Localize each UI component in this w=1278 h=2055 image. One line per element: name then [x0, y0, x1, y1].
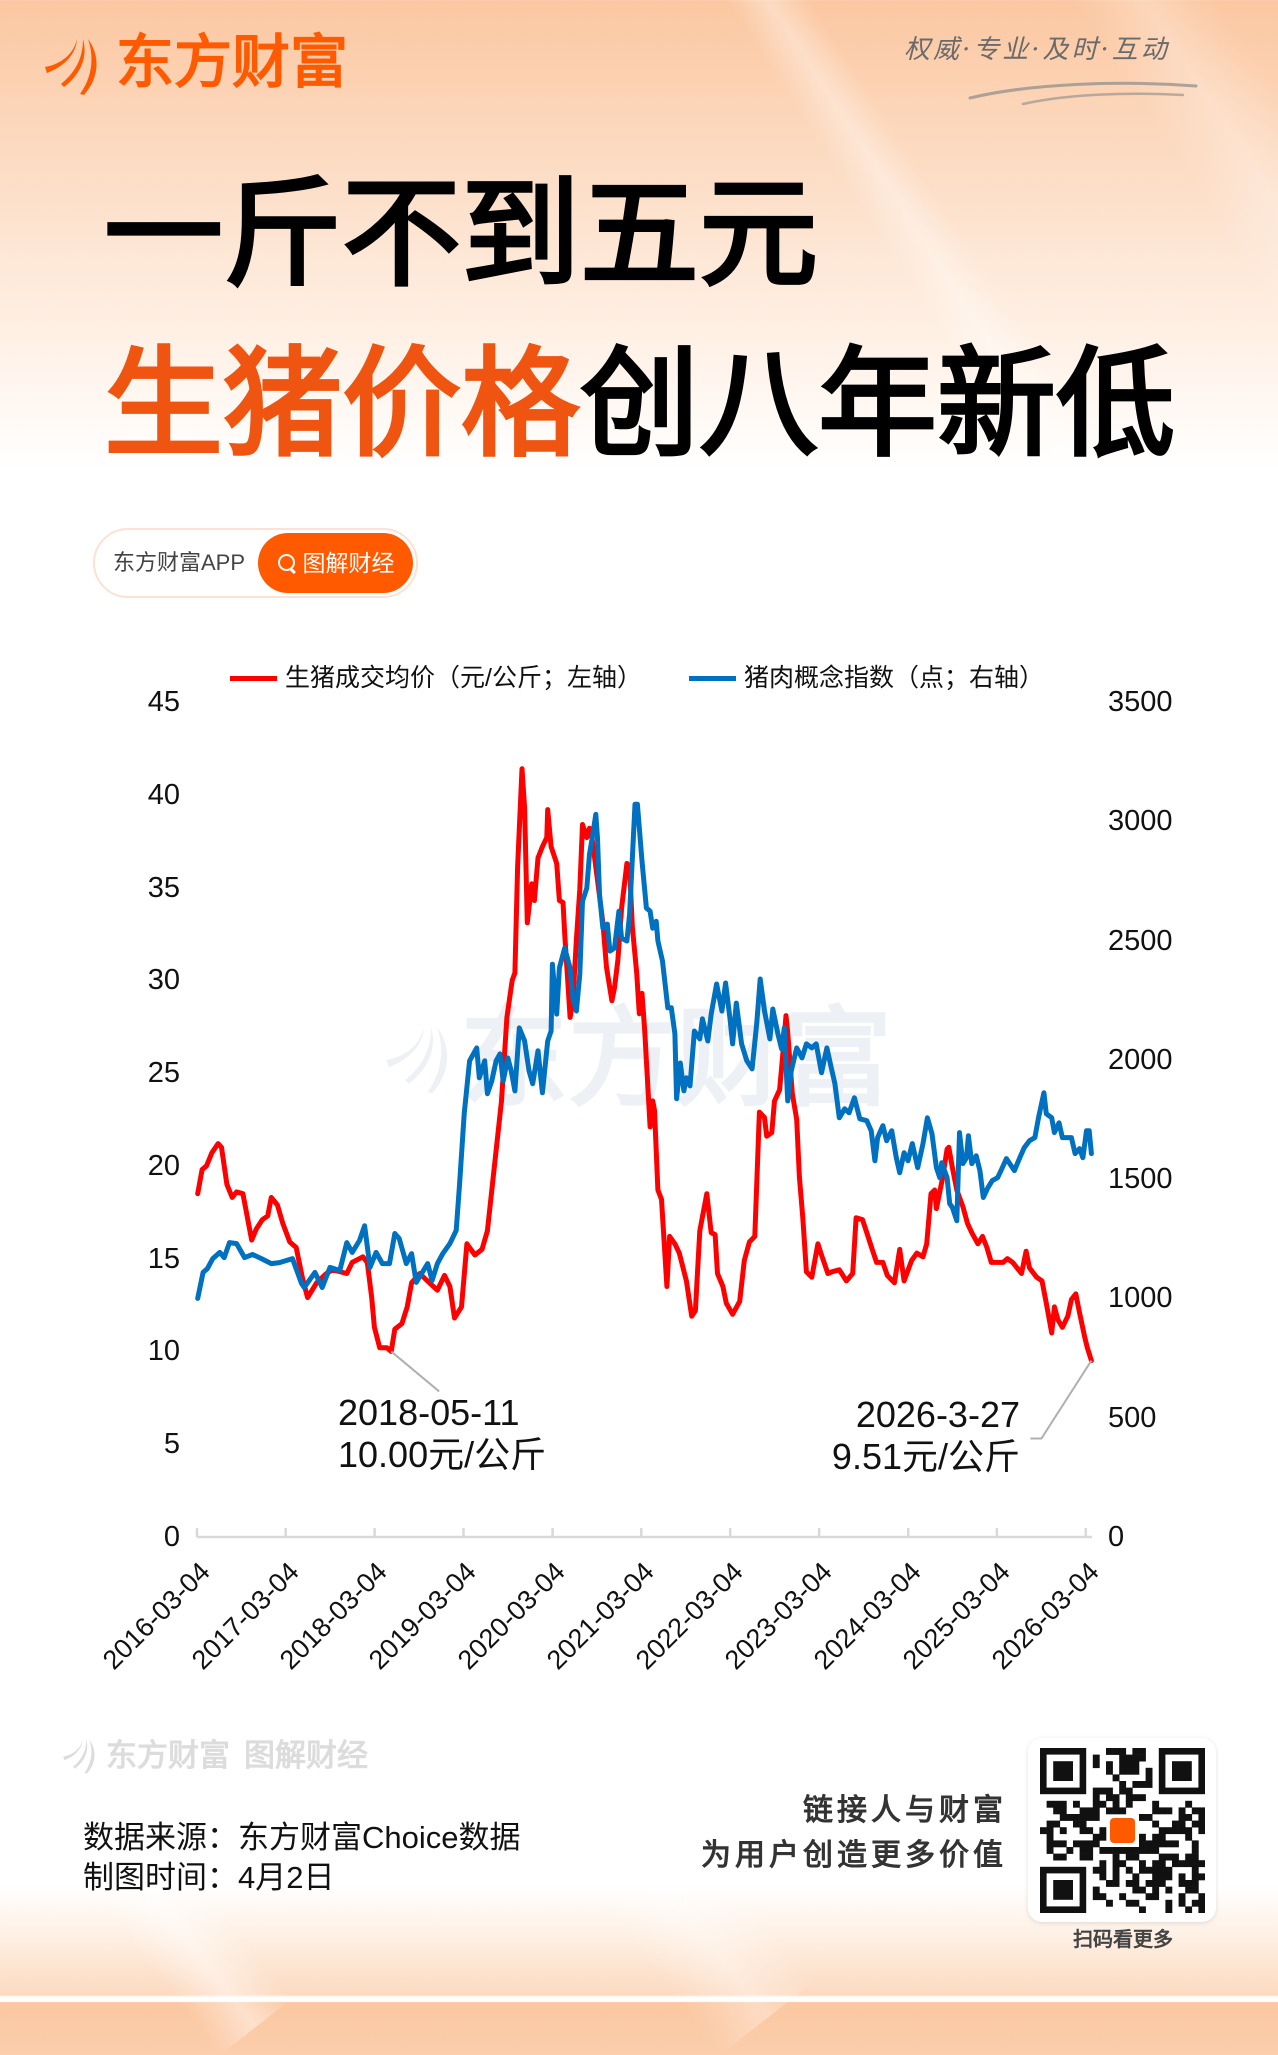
swoosh-decoration: [968, 81, 1198, 106]
footer-watermark: 东方财富 图解财经: [62, 1736, 368, 1776]
tagline-line-1: 链接人与财富: [803, 1794, 1007, 1827]
legend-label: 生猪成交均价（元/公斤；左轴）: [285, 664, 642, 692]
brand-name: 东方财富: [116, 30, 349, 95]
y-left-tick-label: 25: [147, 1057, 180, 1090]
source-block: 数据来源：东方财富Choice数据 制图时间：4月2日: [83, 1818, 521, 1898]
y-right-tick-label: 1000: [1108, 1282, 1173, 1315]
chart-watermark: 东方财富: [384, 1004, 892, 1114]
brand-logo-icon: [45, 39, 97, 95]
tagline-line-2: 为用户创造更多价值: [701, 1839, 1007, 1872]
title-highlight: 生猪价格: [104, 336, 580, 474]
y-right-tick-label: 0: [1108, 1521, 1125, 1553]
brand-slogan: 权威·专业·及时·互动: [904, 35, 1170, 65]
title-rest: 创八年新低: [580, 336, 1175, 474]
legend-item-pork-index: 猪肉概念指数（点；右轴）: [688, 660, 1044, 696]
search-pill[interactable]: 东方财富APP 图解财经: [93, 528, 418, 598]
y-left-tick-label: 0: [163, 1521, 180, 1553]
title-line-1: 一斤不到五元: [104, 166, 818, 304]
qr-caption: 扫码看更多: [1073, 1929, 1173, 1951]
y-left-tick-label: 35: [147, 871, 180, 904]
legend-item-pig-price: 生猪成交均价（元/公斤；左轴）: [230, 660, 642, 696]
chart-legend: 生猪成交均价（元/公斤；左轴） 猪肉概念指数（点；右轴）: [230, 660, 1044, 696]
annotation-date: 2018-05-11: [338, 1392, 520, 1433]
watermark-logo-icon: [386, 1027, 448, 1094]
search-button[interactable]: 图解财经: [258, 533, 413, 593]
legend-swatch-red: [230, 675, 277, 681]
y-right-tick-label: 3500: [1108, 686, 1173, 718]
series-line-pig-price: [195, 766, 1094, 1363]
made-time: 制图时间：4月2日: [83, 1860, 335, 1895]
y-left-tick-label: 40: [147, 778, 180, 811]
data-source: 数据来源：东方财富Choice数据: [83, 1820, 521, 1855]
annotation-2018-low: 2018-05-11 10.00元/公斤: [338, 1392, 546, 1476]
search-icon: [277, 553, 297, 573]
legend-swatch-blue: [688, 675, 736, 681]
y-left-tick-label: 45: [147, 686, 180, 718]
legend-label: 猪肉概念指数（点；右轴）: [743, 664, 1044, 692]
qr-code[interactable]: [1040, 1748, 1205, 1913]
title-line-2: 生猪价格创八年新低: [104, 343, 1175, 467]
annotation-value: 10.00元/公斤: [338, 1434, 547, 1475]
y-left-tick-label: 10: [147, 1335, 180, 1368]
y-right-tick-label: 500: [1108, 1401, 1157, 1434]
y-right-tick-label: 3000: [1108, 805, 1173, 838]
search-button-label: 图解财经: [302, 550, 395, 576]
y-right-tick-label: 2000: [1108, 1043, 1173, 1076]
footer-logo-icon: [63, 1739, 95, 1774]
footer-watermark-section: 图解财经: [244, 1738, 368, 1773]
qr-code-card[interactable]: [1028, 1738, 1216, 1922]
y-left-tick-label: 30: [147, 964, 180, 997]
footer-watermark-brand: 东方财富: [106, 1738, 230, 1773]
annotation-leader-line: [1030, 1359, 1093, 1440]
annotation-2026-low: 2026-3-27 9.51元/公斤: [832, 1394, 1020, 1478]
footer-tagline: 链接人与财富 为用户创造更多价值: [701, 1788, 1007, 1878]
annotation-date: 2026-3-27: [855, 1394, 1020, 1435]
watermark-text: 东方财富: [460, 998, 893, 1119]
series-line-pork-index: [195, 801, 1094, 1301]
y-right-tick-label: 2500: [1108, 924, 1173, 957]
y-left-tick-label: 5: [163, 1428, 180, 1461]
app-label: 东方财富APP: [113, 550, 246, 575]
annotation-leader-line: [390, 1350, 440, 1393]
y-left-tick-label: 20: [147, 1149, 180, 1182]
annotation-value: 9.51元/公斤: [831, 1436, 1020, 1477]
y-left-tick-label: 15: [147, 1242, 180, 1275]
y-right-tick-label: 1500: [1108, 1163, 1173, 1196]
